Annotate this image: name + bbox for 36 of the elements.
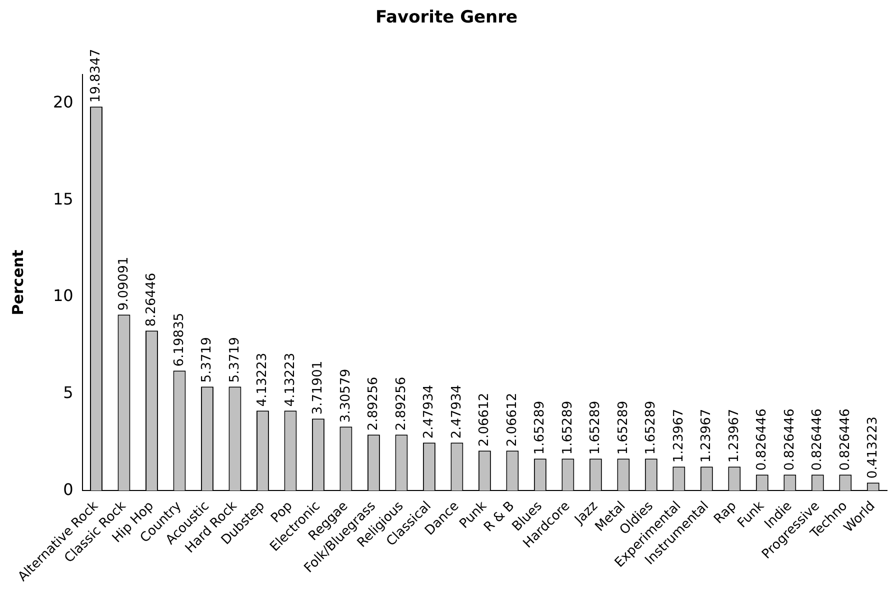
data-label: 5.3719	[200, 337, 215, 383]
data-label: 2.06612	[504, 392, 520, 447]
data-label: 1.23967	[699, 408, 714, 463]
y-tick-label: 20	[53, 92, 74, 112]
data-label: 2.89256	[366, 376, 382, 431]
data-label: 2.47934	[422, 384, 437, 439]
data-label: 0.413223	[866, 416, 880, 479]
y-tick-label: 15	[53, 189, 74, 208]
data-label: 4.13223	[282, 352, 298, 407]
y-tick-label: 0	[63, 480, 74, 499]
data-label: 3.30579	[338, 368, 354, 423]
data-label: 6.19835	[172, 312, 187, 367]
data-label: 1.65289	[560, 400, 576, 455]
y-axis-title: Percent	[8, 250, 27, 316]
data-label: 1.65289	[532, 400, 548, 455]
y-tick-label: 10	[53, 286, 74, 306]
data-label: 4.13223	[255, 352, 270, 407]
chart-title: Favorite Genre	[375, 8, 518, 28]
data-label: 1.23967	[671, 408, 686, 463]
data-label: 2.06612	[477, 392, 492, 447]
data-label: 1.65289	[616, 400, 631, 455]
data-label: 1.65289	[644, 400, 659, 455]
data-label: 8.26446	[144, 272, 160, 327]
data-label: 2.89256	[394, 376, 409, 431]
data-label: 0.826446	[838, 408, 853, 471]
data-label: 1.23967	[726, 408, 742, 463]
data-label: 2.47934	[449, 384, 464, 439]
data-label: 0.826446	[754, 408, 770, 471]
data-label: 0.826446	[810, 408, 826, 471]
data-label: 0.826446	[782, 408, 798, 471]
data-label: 3.71901	[310, 360, 326, 415]
data-label: 19.8347	[88, 48, 104, 103]
data-label: 1.65289	[588, 400, 604, 455]
y-tick-label: 5	[63, 382, 74, 402]
data-label: 5.3719	[227, 337, 242, 383]
data-label: 9.09091	[116, 256, 132, 311]
